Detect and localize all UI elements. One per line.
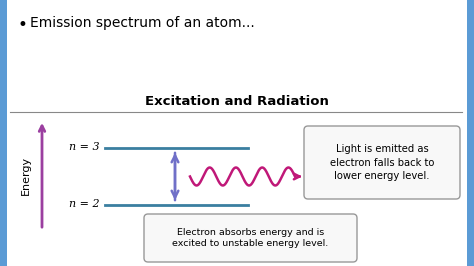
Text: Excitation and Radiation: Excitation and Radiation — [145, 95, 329, 108]
Text: n = 3: n = 3 — [69, 142, 100, 152]
Text: Energy: Energy — [21, 155, 31, 194]
Text: n = 2: n = 2 — [69, 199, 100, 209]
FancyBboxPatch shape — [144, 214, 357, 262]
Text: Emission spectrum of an atom...: Emission spectrum of an atom... — [30, 16, 255, 30]
Bar — [467, 0, 474, 266]
Text: •: • — [18, 16, 28, 34]
FancyBboxPatch shape — [304, 126, 460, 199]
Text: Light is emitted as
electron falls back to
lower energy level.: Light is emitted as electron falls back … — [330, 144, 434, 181]
Text: Electron absorbs energy and is
excited to unstable energy level.: Electron absorbs energy and is excited t… — [173, 228, 328, 248]
Bar — [0, 0, 7, 266]
